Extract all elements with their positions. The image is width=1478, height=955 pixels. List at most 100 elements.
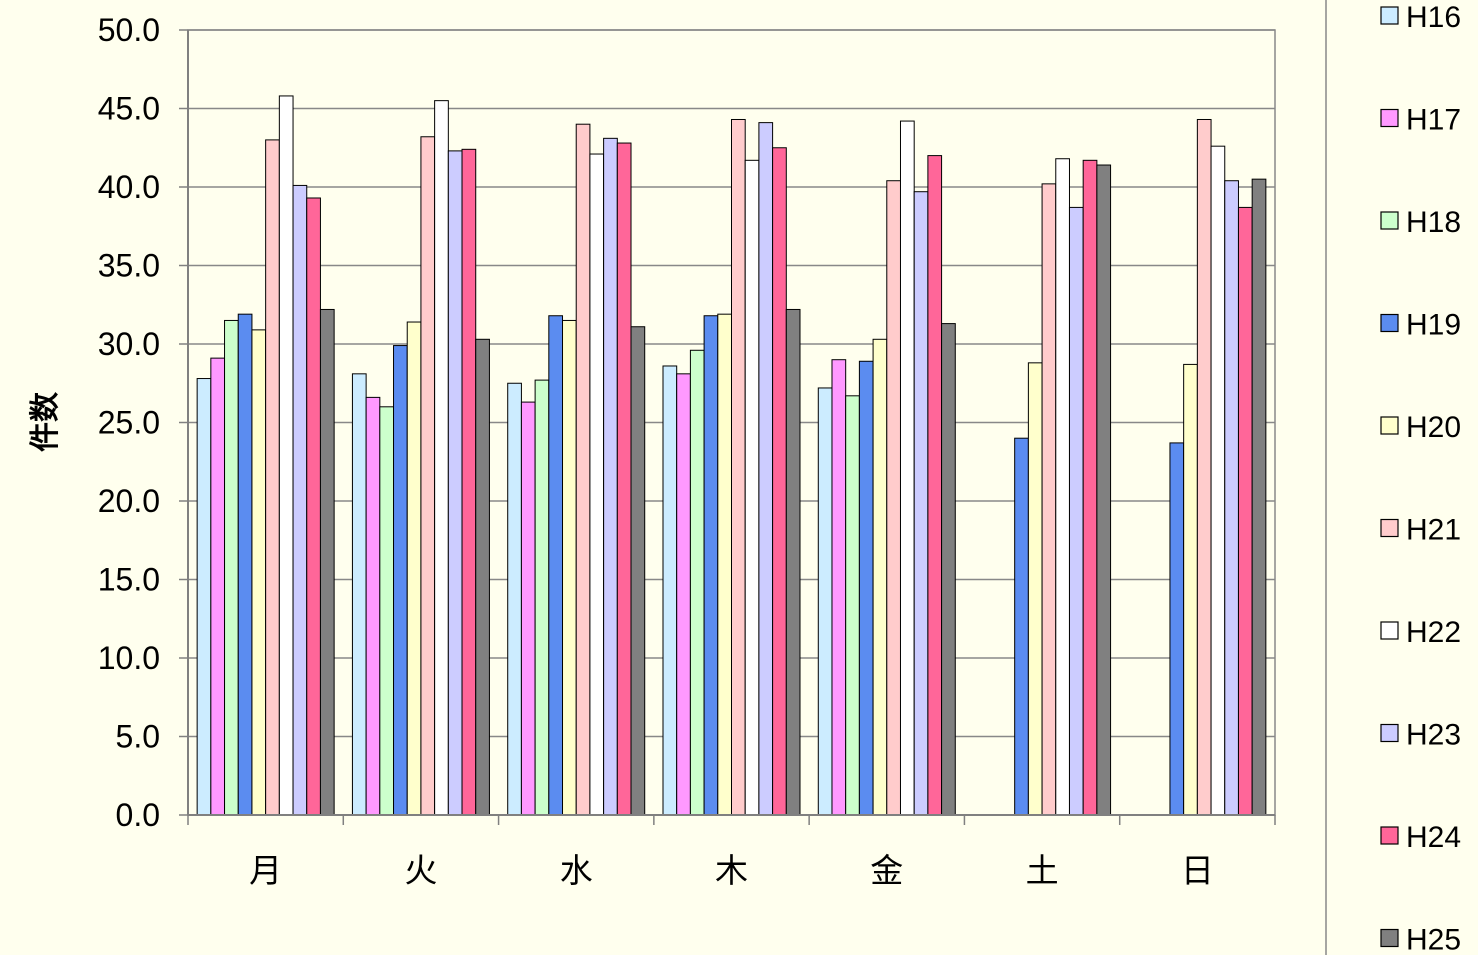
bar-h20-7 — [1183, 363, 1198, 816]
legend-swatch-h24 — [1380, 826, 1399, 845]
x-tick-label: 水 — [560, 851, 593, 890]
bar-h19-7 — [1169, 442, 1185, 816]
bar-h21-6 — [1041, 183, 1057, 816]
y-tick-label: 5.0 — [116, 719, 160, 755]
legend-swatch-h25 — [1380, 928, 1399, 948]
bar-h24-4 — [772, 147, 787, 816]
bar-h20-2 — [406, 321, 422, 816]
legend-swatch-h17 — [1380, 108, 1399, 128]
legend-swatch-h23 — [1380, 723, 1399, 743]
axes — [179, 29, 1276, 825]
bar-h24-7 — [1237, 206, 1253, 816]
bar-h17-5 — [831, 359, 847, 816]
legend-label-h16: H16 — [1406, 1, 1461, 34]
y-tick-label: 45.0 — [98, 91, 160, 127]
bar-h18-4 — [689, 349, 705, 816]
bar-h17-3 — [520, 401, 536, 816]
bar-h17-4 — [676, 373, 691, 816]
bar-h19-2 — [393, 345, 408, 816]
bar-h19-3 — [548, 315, 564, 816]
bar-h20-5 — [872, 338, 888, 816]
bar-h22-2 — [434, 100, 449, 816]
bar-h21-1 — [265, 139, 280, 816]
bar-h21-5 — [886, 180, 901, 816]
y-tick-label: 35.0 — [98, 248, 160, 284]
bar-h17-2 — [365, 396, 381, 816]
bar-h25-2 — [475, 338, 490, 816]
bar-h18-5 — [845, 395, 860, 816]
x-tick-label: 土 — [1026, 851, 1059, 890]
bar-h20-4 — [717, 313, 732, 816]
bar-h18-3 — [534, 379, 550, 816]
bar-h22-5 — [899, 120, 915, 816]
bar-h21-7 — [1196, 118, 1212, 816]
bar-h18-2 — [379, 406, 395, 816]
legend-label-h20: H20 — [1406, 411, 1461, 444]
bar-h19-4 — [703, 315, 719, 816]
bar-h25-7 — [1251, 178, 1267, 816]
legend-swatch-h22 — [1380, 621, 1399, 640]
bar-h24-1 — [306, 197, 321, 816]
bar-h22-6 — [1055, 158, 1070, 816]
x-tick-label: 金 — [870, 851, 903, 890]
bar-h22-7 — [1210, 145, 1226, 816]
legend: H16 H17 H18 H19 H20 H21 H22 H23 H24 H25 — [1380, 1, 1461, 955]
x-tick-label: 日 — [1181, 851, 1214, 890]
bar-h25-6 — [1096, 164, 1112, 816]
y-tick-label: 30.0 — [98, 326, 160, 362]
legend-label-h19: H19 — [1406, 309, 1461, 342]
legend-swatch-h16 — [1380, 6, 1399, 25]
bar-h24-2 — [461, 148, 477, 816]
bar-h25-4 — [785, 308, 801, 816]
legend-label-h25: H25 — [1406, 924, 1461, 955]
x-tick-labels: 月火水木金土日 — [249, 851, 1214, 890]
bar-h19-6 — [1014, 437, 1029, 816]
legend-swatch-h21 — [1380, 518, 1399, 538]
bar-h20-6 — [1027, 362, 1043, 816]
bar-h24-3 — [616, 142, 632, 816]
bar-h22-4 — [744, 159, 760, 816]
y-axis-label: 件数 — [28, 391, 63, 452]
legend-label-h21: H21 — [1406, 514, 1461, 547]
bar-h25-3 — [630, 326, 646, 816]
bar-h22-3 — [589, 153, 605, 816]
legend-label-h18: H18 — [1406, 206, 1461, 239]
legend-swatch-h18 — [1380, 211, 1399, 230]
bar-h17-1 — [210, 357, 226, 816]
bar-h23-4 — [758, 122, 774, 816]
bar-h25-5 — [941, 323, 956, 816]
bar-h21-2 — [420, 136, 436, 816]
bar-h20-1 — [251, 329, 267, 816]
legend-label-h17: H17 — [1406, 104, 1461, 137]
legend-label-h23: H23 — [1406, 719, 1461, 752]
y-tick-labels: 0.0 5.0 10.0 15.0 20.0 25.0 30.0 35.0 40.0 45.0 50… — [98, 12, 160, 833]
bars — [196, 95, 1267, 816]
bar-h19-1 — [237, 313, 253, 816]
bar-h24-6 — [1082, 159, 1098, 816]
legend-swatch-h19 — [1380, 313, 1399, 333]
bar-h24-5 — [927, 155, 943, 816]
bar-h16-3 — [507, 382, 522, 816]
y-tick-label: 20.0 — [98, 483, 160, 519]
bar-h16-5 — [817, 387, 833, 816]
bar-h20-3 — [562, 319, 577, 816]
y-tick-label: 50.0 — [98, 12, 160, 48]
bar-h16-4 — [662, 365, 678, 816]
legend-label-h22: H22 — [1406, 616, 1461, 649]
bar-h22-1 — [278, 95, 294, 816]
y-tick-label: 10.0 — [98, 640, 160, 676]
bar-h21-3 — [575, 123, 591, 816]
bar-h18-1 — [224, 319, 239, 816]
bar-h16-1 — [196, 378, 212, 816]
bar-h19-5 — [858, 360, 874, 816]
bar-h23-2 — [447, 150, 463, 816]
bar-h23-6 — [1068, 206, 1084, 816]
y-tick-label: 25.0 — [98, 405, 160, 441]
bar-h16-2 — [351, 373, 367, 816]
y-tick-label: 40.0 — [98, 169, 160, 205]
x-tick-label: 月 — [249, 851, 282, 890]
legend-label-h24: H24 — [1406, 821, 1461, 854]
y-tick-label: 0.0 — [116, 797, 160, 833]
bar-h23-3 — [603, 137, 618, 816]
